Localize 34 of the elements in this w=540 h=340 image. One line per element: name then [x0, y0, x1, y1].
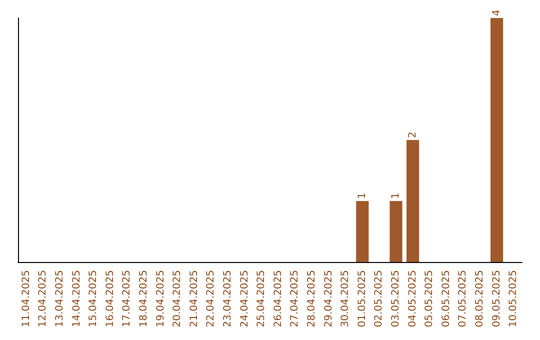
x-tick-label: 19.04.2025	[155, 270, 166, 328]
x-tick-label: 12.04.2025	[38, 270, 49, 328]
x-tick-label: 30.04.2025	[340, 270, 352, 328]
data-label: 2	[407, 132, 418, 138]
x-tick-label: 01.05.2025	[356, 270, 368, 328]
x-tick-label: 02.05.2025	[374, 270, 385, 328]
x-tick-label: 23.04.2025	[222, 270, 234, 328]
data-label: 4	[491, 10, 502, 16]
x-tick-label: 16.04.2025	[104, 270, 116, 328]
x-tick-label: 06.05.2025	[440, 270, 452, 328]
x-tick-label: 14.04.2025	[71, 270, 82, 328]
x-tick-label: 26.04.2025	[272, 270, 284, 328]
x-tick-label: 22.04.2025	[206, 270, 217, 328]
x-tick-label: 21.04.2025	[188, 270, 200, 328]
x-tick-label: 09.05.2025	[491, 270, 502, 328]
x-tick-label: 04.05.2025	[407, 270, 418, 328]
x-tick-label: 07.05.2025	[458, 270, 469, 328]
x-tick-label: 05.05.2025	[424, 270, 436, 328]
x-tick-label: 18.04.2025	[138, 270, 150, 328]
x-tick-label: 03.05.2025	[390, 270, 402, 328]
x-tick-label: 20.04.2025	[172, 270, 184, 328]
x-tick-label: 17.04.2025	[122, 270, 133, 328]
data-label: 1	[390, 192, 402, 199]
x-tick-label: 25.04.2025	[256, 270, 268, 328]
data-label: 1	[356, 192, 368, 199]
x-tick-label: 08.05.2025	[474, 270, 486, 328]
x-tick-label: 15.04.2025	[88, 270, 100, 328]
x-tick-label: 10.05.2025	[508, 270, 520, 328]
x-tick-label: 28.04.2025	[306, 270, 318, 328]
x-tick-label: 27.04.2025	[290, 270, 301, 328]
x-tick-label: 29.04.2025	[323, 270, 334, 328]
x-tick-label: 13.04.2025	[54, 270, 66, 328]
x-tick-label: 11.04.2025	[20, 270, 32, 328]
x-tick-label: 24.04.2025	[239, 270, 250, 328]
